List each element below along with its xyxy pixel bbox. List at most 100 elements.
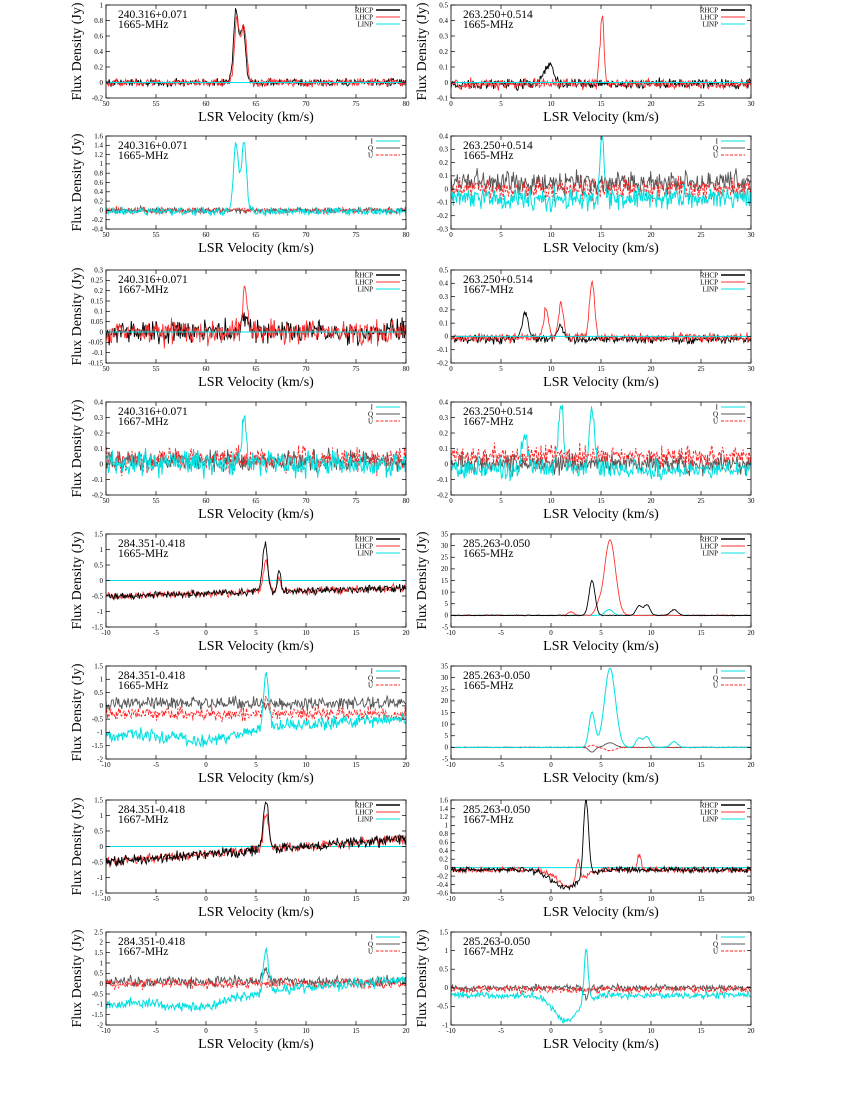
series-group [106, 285, 406, 349]
y-tick-label: 1.6 [94, 132, 103, 140]
y-tick-label: 30 [441, 542, 449, 550]
y-tick-label: 0.4 [439, 132, 448, 140]
x-tick-label: -5 [153, 629, 159, 637]
x-tick-label: 20 [403, 629, 411, 637]
series-u-line [451, 442, 751, 470]
series-q-line [451, 168, 751, 197]
x-tick-label: 70 [303, 365, 311, 373]
y-tick-label: 0.2 [94, 63, 103, 71]
x-tick-label: -10 [446, 761, 456, 769]
legend-label-linp: LINP [357, 20, 373, 28]
legend-label-q: Q [368, 940, 373, 948]
y-tick-label: 0 [445, 333, 449, 341]
y-tick-label: -0.5 [92, 858, 104, 866]
spectrum-panel-11: -10 -5 0 5 10 15 20 -2 -1.5 -1 -0.5 0 0.5 1 1.5 284.351… [70, 662, 410, 786]
series-u-line [106, 696, 406, 723]
x-tick-label: -10 [446, 1027, 456, 1035]
y-tick-label: 1.6 [439, 796, 448, 804]
legend-label-linp: LINP [357, 549, 373, 557]
y-tick-label: 1.4 [439, 805, 448, 813]
y-tick-label: 1.4 [94, 142, 103, 150]
x-tick-label: 20 [748, 761, 756, 769]
panel-frequency: 1667-MHz [463, 946, 513, 958]
panel-frequency: 1665-MHz [118, 150, 168, 162]
spectrum-panel-1: 50 55 60 65 70 75 80 -0.2 0 0.2 0.4 0.6 0.8 1 240.316+… [70, 1, 410, 125]
y-tick-label: -1.5 [92, 742, 104, 750]
x-tick-label: 10 [648, 629, 656, 637]
x-tick-label: 10 [303, 761, 311, 769]
x-tick-label: 60 [203, 497, 211, 505]
series-group [451, 15, 751, 92]
y-tick-label: 0.25 [91, 277, 104, 285]
panel-source-name: 263.250+0.514 [463, 274, 533, 286]
y-tick-label: 0.4 [94, 188, 103, 196]
y-tick-label: 1 [100, 959, 104, 967]
panel-source-name: 285.263-0.050 [463, 670, 530, 682]
spectrum-panel-13: -10 -5 0 5 10 15 20 -1.5 -1 -0.5 0 0.5 1 1.5 284.351-0… [70, 796, 410, 920]
x-tick-label: 10 [548, 231, 556, 239]
y-tick-label: 0.6 [94, 32, 103, 40]
x-tick-label: 25 [698, 100, 706, 108]
x-tick-label: 20 [403, 895, 411, 903]
y-tick-label: -0.2 [92, 491, 104, 499]
legend: IQU [368, 667, 400, 689]
x-tick-label: 0 [204, 629, 208, 637]
x-tick-label: 5 [254, 1027, 258, 1035]
y-tick-label: 0.5 [94, 561, 103, 569]
y-tick-label: 0.8 [94, 170, 103, 178]
legend-label-i: I [716, 137, 719, 145]
y-tick-label: 30 [441, 674, 449, 682]
series-lhcp-line [106, 285, 406, 349]
x-axis-label: LSR Velocity (km/s) [198, 905, 314, 920]
y-axis-label: Flux Density (Jy) [70, 2, 85, 100]
panel-frequency: 1667-MHz [463, 416, 513, 428]
y-tick-label: 0.3 [94, 414, 103, 422]
series-i-line [451, 404, 751, 482]
x-tick-label: 25 [698, 231, 706, 239]
legend-label-rhcp: RHCP [355, 271, 373, 279]
x-tick-label: 25 [698, 365, 706, 373]
legend: IQU [713, 933, 745, 955]
y-tick-label: 0.05 [91, 318, 104, 326]
x-tick-label: 0 [449, 365, 453, 373]
x-tick-label: 10 [648, 761, 656, 769]
y-tick-label: 0 [100, 702, 104, 710]
series-lhcp-line [106, 558, 406, 601]
series-group [451, 948, 751, 1025]
x-tick-label: 15 [353, 895, 361, 903]
series-lhcp-line [451, 279, 751, 344]
x-tick-label: 15 [698, 895, 706, 903]
x-axis-label: LSR Velocity (km/s) [543, 1037, 659, 1052]
y-tick-label: 0.8 [439, 830, 448, 838]
series-rhcp-line [451, 61, 751, 92]
y-tick-label: 0.4 [94, 48, 103, 56]
x-tick-label: 30 [748, 100, 756, 108]
legend-label-u: U [713, 151, 718, 159]
x-tick-label: 10 [303, 629, 311, 637]
x-tick-label: 25 [698, 497, 706, 505]
y-tick-label: 0.3 [439, 32, 448, 40]
legend-label-linp: LINP [702, 285, 718, 293]
x-tick-label: 55 [153, 231, 161, 239]
x-tick-label: 15 [598, 365, 606, 373]
y-tick-label: -0.2 [437, 872, 449, 880]
x-tick-label: 30 [748, 365, 756, 373]
y-tick-label: -0.5 [92, 990, 104, 998]
y-tick-label: -1.5 [92, 1011, 104, 1019]
x-axis-label: LSR Velocity (km/s) [543, 241, 659, 256]
y-tick-label: 1.5 [94, 662, 103, 670]
spectrum-panel-5: 50 55 60 65 70 75 80 -0.15 -0.1 -0.05 0 0.05 0.1 0.15… [70, 266, 410, 390]
x-tick-label: 0 [204, 1027, 208, 1035]
y-tick-label: 5 [445, 732, 449, 740]
y-tick-label: -0.1 [92, 349, 104, 357]
y-tick-label: -1 [97, 608, 103, 616]
x-tick-label: -5 [498, 895, 504, 903]
legend-label-i: I [371, 137, 374, 145]
y-tick-label: 0 [445, 744, 449, 752]
y-tick-label: 1 [445, 947, 449, 955]
y-tick-label: 10 [441, 588, 449, 596]
x-tick-label: 15 [698, 761, 706, 769]
